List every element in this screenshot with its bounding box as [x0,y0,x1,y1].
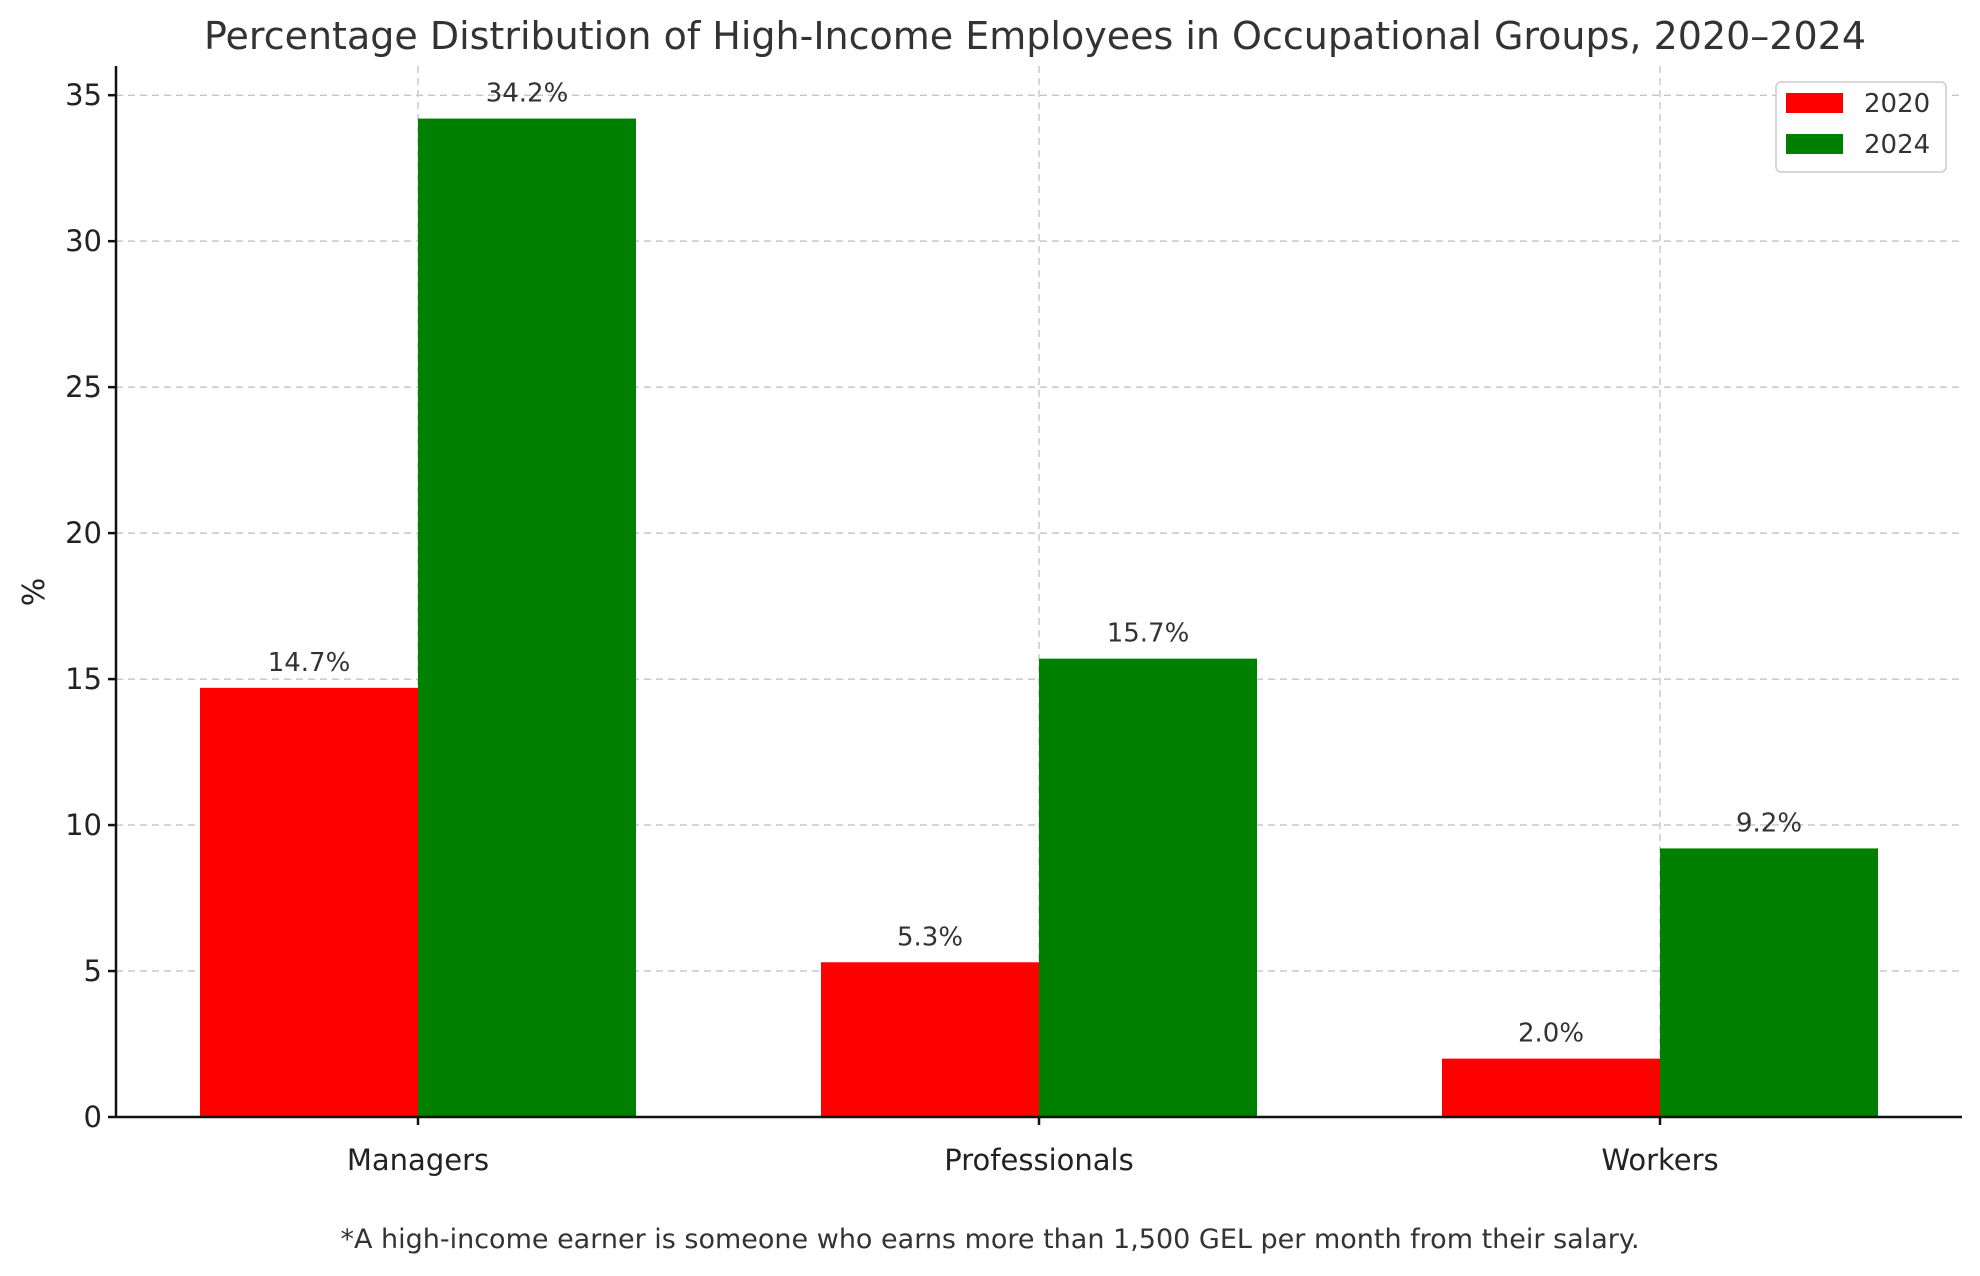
legend: 2020 2024 [1775,81,1947,173]
legend-label: 2024 [1864,130,1930,160]
data-label: 2.0% [1518,1019,1584,1049]
bar-2024-workers [1660,848,1878,1117]
y-tick-label: 35 [65,78,102,112]
y-tick-label: 15 [65,662,102,696]
data-label: 34.2% [486,79,569,109]
bars [200,118,1878,1118]
bar-2020-workers [1442,1058,1660,1117]
data-label: 14.7% [268,648,351,678]
bar-2020-managers [200,687,418,1117]
y-tick-label: 5 [84,954,102,988]
x-tick-label: Managers [347,1143,489,1177]
y-axis-label: % [17,578,52,607]
bar-2024-professionals [1039,658,1257,1117]
data-label: 9.2% [1736,808,1802,838]
legend-swatch-2020 [1786,93,1843,113]
y-tick-label: 25 [65,370,102,404]
x-tick-label: Workers [1601,1143,1718,1177]
y-tick-label: 30 [65,224,102,258]
bar-2024-managers [418,118,636,1118]
data-labels: 14.7% 5.3% 2.0% 34.2% 15.7% 9.2% [268,79,1802,1049]
axes: 0 5 10 15 20 25 30 35 Managers Professionals Worke… [65,66,1962,1177]
bar-2020-professionals [821,962,1039,1117]
legend-swatch-2024 [1786,134,1843,154]
data-label: 5.3% [897,922,963,952]
y-tick-label: 20 [65,516,102,550]
y-tick-label: 10 [65,808,102,842]
footnote: *A high-income earner is someone who ear… [340,1224,1639,1255]
legend-label: 2020 [1864,89,1930,119]
data-label: 15.7% [1107,619,1190,649]
y-tick-label: 0 [84,1100,102,1134]
x-tick-label: Professionals [944,1143,1133,1177]
chart-title: Percentage Distribution of High-Income E… [204,14,1866,58]
